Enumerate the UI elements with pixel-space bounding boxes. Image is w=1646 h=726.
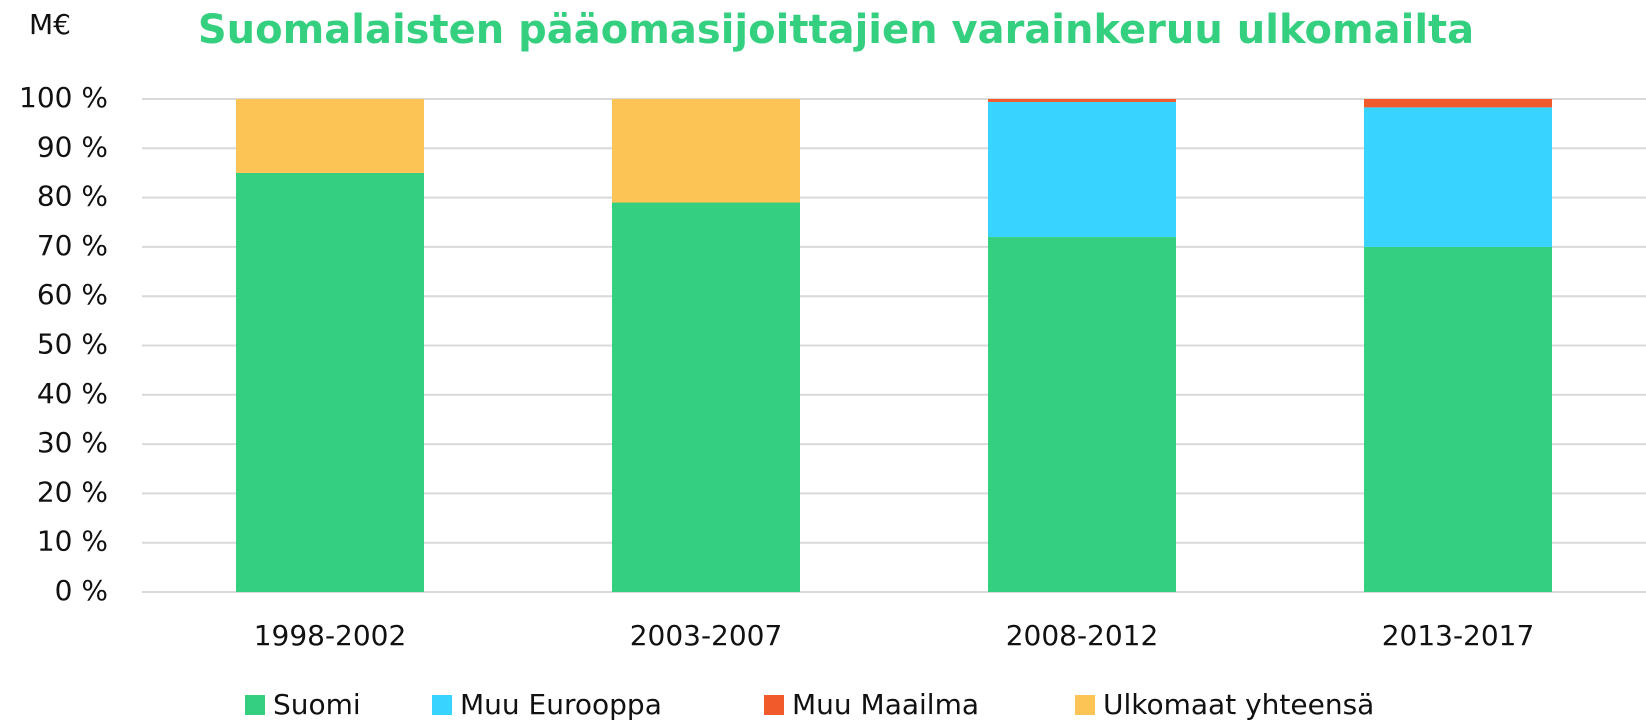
y-tick-label: 70 % xyxy=(37,229,108,262)
y-tick-label: 0 % xyxy=(55,574,108,607)
bar-segment xyxy=(988,237,1176,593)
bar-segment xyxy=(612,202,800,592)
legend-swatch xyxy=(245,695,265,715)
y-tick-label: 90 % xyxy=(37,130,108,163)
legend-label: Ulkomaat yhteensä xyxy=(1103,688,1374,721)
y-tick-label: 100 % xyxy=(19,81,108,114)
y-tick-label: 30 % xyxy=(37,426,108,459)
legend-swatch xyxy=(1075,695,1095,715)
bar-segment xyxy=(988,101,1176,238)
legend-label: Suomi xyxy=(273,688,361,721)
bar-segment xyxy=(1364,107,1552,247)
x-tick-label: 2003-2007 xyxy=(630,619,783,652)
y-tick-label: 60 % xyxy=(37,278,108,311)
y-tick-label: 40 % xyxy=(37,377,108,410)
y-tick-label: 80 % xyxy=(37,180,108,213)
y-unit-label: M€ xyxy=(29,8,71,41)
legend-label: Muu Eurooppa xyxy=(460,688,662,721)
x-tick-label: 2013-2017 xyxy=(1382,619,1535,652)
bar-segment xyxy=(1364,246,1552,592)
bar-segment xyxy=(236,99,424,173)
bar-segment xyxy=(1364,99,1552,108)
chart-title: Suomalaisten pääomasijoittajien varainke… xyxy=(198,7,1474,53)
legend-swatch xyxy=(432,695,452,715)
legend-label: Muu Maailma xyxy=(792,688,979,721)
x-tick-label: 1998-2002 xyxy=(254,619,407,652)
y-tick-label: 10 % xyxy=(37,525,108,558)
bar-segment xyxy=(236,172,424,592)
bar-segment xyxy=(612,99,800,203)
y-tick-label: 50 % xyxy=(37,328,108,361)
y-tick-label: 20 % xyxy=(37,475,108,508)
legend-swatch xyxy=(764,695,784,715)
bar-segment xyxy=(988,99,1176,102)
x-tick-label: 2008-2012 xyxy=(1006,619,1159,652)
